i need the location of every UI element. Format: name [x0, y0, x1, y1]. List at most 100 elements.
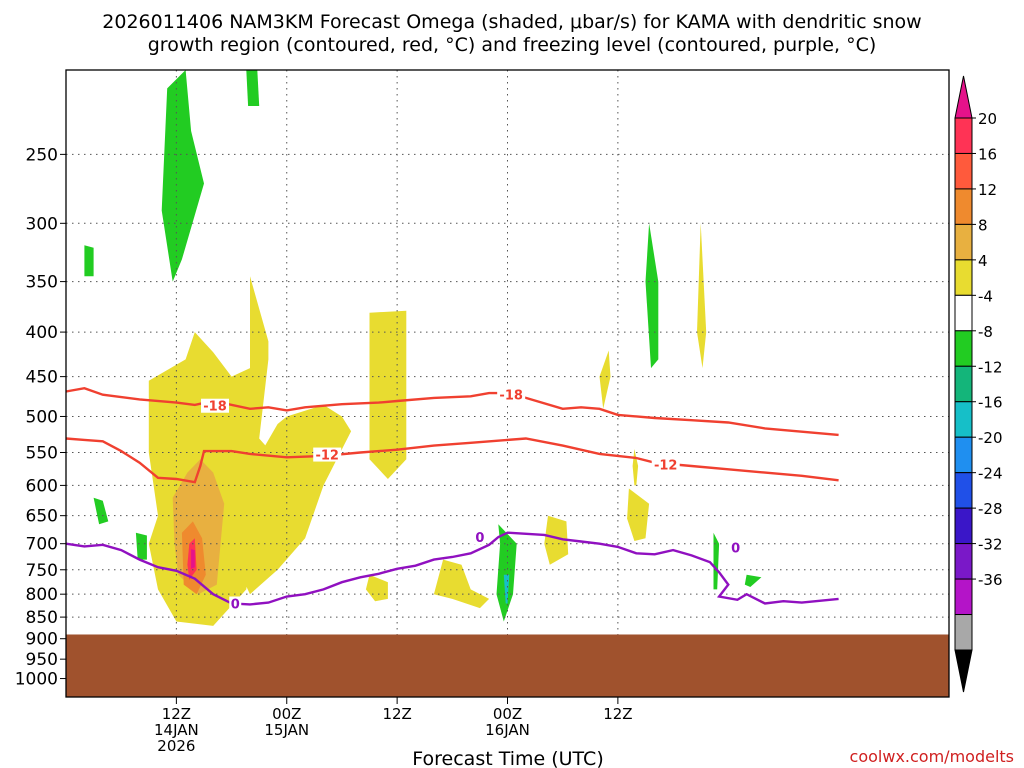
colorbar-label-2: 12 — [978, 181, 997, 199]
colorbar-box-2 — [954, 188, 973, 225]
contour-label-bg-1 — [313, 447, 342, 462]
omega-region-17 — [93, 497, 109, 525]
contour-line-2 — [65, 531, 839, 606]
omega-region-4 — [433, 559, 490, 609]
colorbar-top-arrow — [954, 75, 973, 119]
colorbar-label-0: 20 — [978, 110, 997, 128]
colorbar-label-3: 8 — [978, 216, 988, 234]
x-tick-label-18-1: 15JAN — [264, 721, 309, 739]
contour-label-4: 0 — [231, 598, 240, 613]
chart-title-line2: growth region (contoured, red, °C) and f… — [148, 34, 877, 56]
y-tick-label-600: 600 — [26, 476, 58, 496]
contour-label-5: 0 — [475, 531, 484, 546]
colorbar-box-3 — [954, 223, 973, 261]
y-tick-label-800: 800 — [26, 585, 58, 605]
contour-label-2: -18 — [499, 389, 523, 404]
omega-region-13 — [191, 549, 195, 569]
contour-label-bg-2 — [497, 387, 526, 402]
grid-lines — [66, 70, 949, 697]
y-tick-label-500: 500 — [26, 407, 58, 427]
y-tick-label-550: 550 — [26, 444, 58, 464]
y-tick-label-350: 350 — [26, 273, 58, 293]
omega-region-18 — [135, 532, 147, 560]
y-tick-label-250: 250 — [26, 145, 58, 165]
x-tick-label-18-0: 00Z — [272, 705, 301, 723]
y-tick-label-850: 850 — [26, 608, 58, 628]
colorbar-box-5 — [954, 294, 973, 332]
colorbar-label-13: -36 — [978, 571, 1003, 589]
y-tick-label-400: 400 — [26, 323, 58, 343]
contour-label-bg-6 — [729, 540, 742, 555]
colorbar-box-12 — [954, 543, 973, 580]
colorbar-label-4: 4 — [978, 252, 988, 270]
x-tick-label-12-0: 12Z — [162, 705, 191, 723]
x-tick-label-12-2: 2026 — [157, 737, 195, 755]
colorbar-label-11: -28 — [978, 500, 1003, 518]
colorbar-box-7 — [954, 365, 973, 403]
x-tick-label-24-0: 12Z — [382, 705, 411, 723]
y-axis: 2503003504004505005506006507007508008509… — [15, 145, 66, 690]
colorbar-box-0 — [954, 117, 973, 154]
colorbar-label-7: -12 — [978, 358, 1003, 376]
omega-region-20 — [503, 574, 510, 604]
contour-label-bg-3 — [651, 457, 680, 472]
contour-label-bg-4 — [229, 596, 242, 611]
colorbar-box-13 — [954, 578, 973, 616]
y-tick-label-700: 700 — [26, 535, 58, 555]
colorbar-bottom-arrow — [954, 649, 973, 693]
colorbar-label-8: -16 — [978, 394, 1003, 412]
omega-region-19 — [496, 524, 517, 622]
omega-region-9 — [599, 350, 611, 409]
colorbar-box-11 — [954, 507, 973, 545]
omega-region-16 — [246, 70, 260, 106]
credit-link[interactable]: coolwx.com/modelts — [850, 747, 1014, 766]
contour-label-3: -12 — [654, 459, 678, 474]
contour-label-6: 0 — [731, 541, 740, 556]
omega-region-3 — [365, 574, 388, 602]
colorbar-label-10: -24 — [978, 465, 1003, 483]
colorbar-box-10 — [954, 472, 973, 509]
x-axis-label: Forecast Time (UTC) — [412, 748, 603, 768]
terrain-fill — [66, 634, 949, 697]
contour-label-1: -12 — [315, 449, 339, 464]
chart-title-line1: 2026011406 NAM3KM Forecast Omega (shaded… — [102, 11, 921, 33]
colorbar-box-6 — [954, 330, 973, 367]
omega-region-15 — [84, 245, 94, 277]
omega-region-8 — [697, 223, 707, 369]
omega-region-22 — [713, 532, 720, 590]
plot-area: -18 -12 -18 -12 0 0 0 — [65, 69, 950, 698]
omega-region-23 — [744, 574, 762, 587]
colorbar-label-12: -32 — [978, 536, 1003, 554]
y-tick-label-650: 650 — [26, 507, 58, 527]
contour-lines: -18 -12 -18 -12 0 0 0 — [65, 386, 839, 613]
terrain-layer — [66, 634, 949, 697]
colorbar-box-9 — [954, 436, 973, 474]
omega-region-2 — [369, 310, 407, 479]
contour-label-bg-0 — [201, 398, 230, 413]
colorbar: 20 16 12 8 4 -4 -8 -12 -16 -20 -24 -28 -32 -36 — [954, 75, 1003, 693]
y-tick-label-750: 750 — [26, 561, 58, 581]
x-tick-label-12-1: 14JAN — [154, 721, 199, 739]
omega-region-14 — [161, 70, 204, 282]
colorbar-label-1: 16 — [978, 145, 997, 163]
colorbar-box-1 — [954, 152, 973, 190]
y-tick-label-300: 300 — [26, 214, 58, 234]
omega-region-6 — [627, 488, 650, 541]
colorbar-label-5: -4 — [978, 287, 993, 305]
x-tick-label-30-1: 16JAN — [485, 721, 530, 739]
y-tick-label-450: 450 — [26, 368, 58, 388]
colorbar-box-4 — [954, 259, 973, 296]
colorbar-box-14 — [954, 614, 973, 651]
x-tick-label-36-0: 12Z — [603, 705, 632, 723]
colorbar-label-9: -20 — [978, 429, 1003, 447]
y-tick-label-1000: 1000 — [15, 670, 58, 690]
y-tick-label-900: 900 — [26, 630, 58, 650]
omega-region-5 — [544, 515, 569, 565]
colorbar-label-6: -8 — [978, 323, 993, 341]
contour-label-bg-5 — [473, 530, 486, 545]
y-tick-label-950: 950 — [26, 650, 58, 670]
x-tick-label-30-0: 00Z — [493, 705, 522, 723]
contour-line-0 — [65, 386, 839, 437]
